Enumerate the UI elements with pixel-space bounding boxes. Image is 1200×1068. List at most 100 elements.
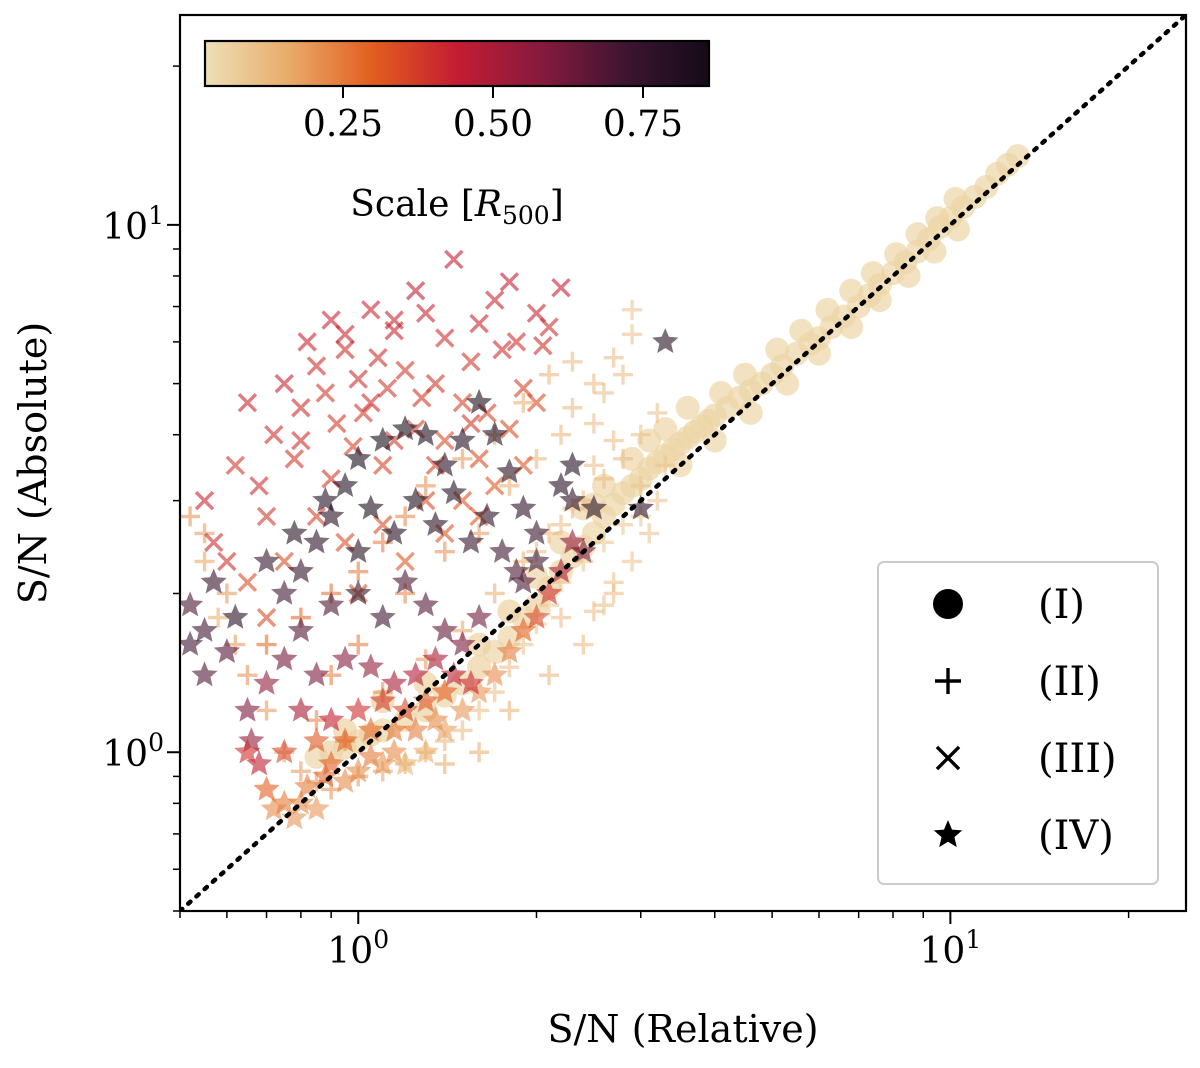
- data-point-star: [412, 591, 439, 617]
- data-point-x: [335, 324, 355, 345]
- data-point-star: [402, 716, 429, 742]
- data-point-circle: [815, 297, 840, 322]
- legend-marker-plus: [935, 668, 961, 694]
- data-point-plus: [513, 392, 534, 413]
- data-point-x: [225, 455, 246, 476]
- data-point-star: [253, 775, 280, 801]
- data-point-circle: [925, 206, 950, 231]
- data-point-star: [303, 661, 330, 687]
- data-point-circle: [807, 341, 832, 366]
- data-point-star: [234, 738, 261, 764]
- data-point-star: [496, 458, 523, 484]
- data-point-x: [551, 278, 571, 298]
- data-point-star: [287, 616, 314, 642]
- colorbar-tick-label: 0.75: [603, 104, 683, 145]
- data-point-plus: [551, 607, 572, 628]
- data-point-star: [253, 547, 280, 573]
- legend-label: (II): [1038, 659, 1101, 705]
- data-point-plus: [647, 402, 668, 423]
- data-point-star: [392, 696, 419, 722]
- data-point-plus: [469, 742, 490, 763]
- data-point-x: [484, 476, 505, 496]
- data-point-star: [222, 603, 249, 629]
- data-point-x: [368, 347, 388, 368]
- data-point-plus: [539, 364, 560, 385]
- data-point-plus: [613, 364, 634, 385]
- data-point-x: [461, 352, 481, 372]
- data-point-star: [523, 603, 550, 629]
- data-point-plus: [290, 761, 311, 782]
- data-point-star: [422, 706, 449, 732]
- data-point-star: [331, 472, 359, 497]
- data-point-x: [461, 413, 481, 434]
- data-point-star: [271, 645, 298, 671]
- data-point-plus: [434, 541, 455, 562]
- data-point-x: [492, 339, 512, 360]
- data-point-x: [306, 506, 327, 527]
- data-point-star: [312, 762, 339, 788]
- data-point-plus: [622, 551, 643, 572]
- data-point-star: [466, 603, 493, 629]
- data-point-star: [369, 687, 396, 713]
- data-point-circle: [922, 239, 947, 264]
- x-tick-label: 100: [327, 925, 389, 972]
- data-point-plus: [484, 682, 505, 703]
- data-point-circle: [884, 242, 909, 267]
- data-point-circle: [497, 599, 522, 624]
- data-point-circle: [709, 380, 734, 405]
- data-point-star: [412, 420, 439, 446]
- data-point-plus: [216, 583, 237, 604]
- data-point-star: [312, 486, 339, 512]
- data-point-star: [402, 486, 429, 512]
- data-point-plus: [593, 468, 614, 489]
- data-point-plus: [499, 657, 520, 678]
- data-point-plus: [562, 351, 583, 372]
- data-point-circle: [839, 315, 864, 340]
- data-point-star: [457, 528, 485, 554]
- data-point-circle: [905, 222, 930, 247]
- data-point-star: [318, 502, 345, 528]
- data-point-x: [435, 430, 455, 451]
- data-point-star: [431, 716, 458, 742]
- data-point-star: [287, 696, 314, 722]
- data-point-x: [353, 403, 374, 423]
- data-point-x: [499, 272, 520, 292]
- data-point-x: [335, 339, 355, 360]
- legend-box: [877, 561, 1159, 885]
- data-point-circle: [789, 318, 814, 343]
- data-point-x: [469, 313, 489, 334]
- legend-label: (III): [1038, 736, 1117, 782]
- plot-frame: [178, 13, 1188, 913]
- data-point-plus: [348, 634, 369, 655]
- data-point-x: [194, 490, 215, 511]
- data-point-star: [303, 795, 330, 821]
- data-point-plus: [256, 634, 277, 655]
- data-point-x: [506, 332, 527, 352]
- data-point-star: [369, 750, 396, 776]
- data-point-star: [260, 795, 287, 821]
- data-point-plus: [499, 700, 520, 721]
- colorbar-label: Scale [R500]: [350, 184, 563, 230]
- data-point-plus: [603, 347, 624, 368]
- series-2-plus: [180, 299, 676, 800]
- data-point-x: [435, 328, 455, 348]
- data-point-star: [200, 568, 227, 594]
- data-point-circle: [733, 362, 758, 387]
- data-point-plus: [469, 700, 490, 721]
- data-point-star: [281, 804, 308, 830]
- data-point-x: [499, 419, 520, 439]
- data-point-circle: [943, 186, 968, 211]
- legend-marker-circle: [933, 589, 963, 619]
- data-point-star: [422, 645, 449, 671]
- data-point-x: [526, 393, 547, 413]
- data-point-plus: [348, 561, 369, 582]
- data-point-star: [580, 494, 607, 520]
- series-3-x: [194, 249, 571, 628]
- data-point-plus: [603, 430, 624, 451]
- data-point-star: [457, 669, 485, 695]
- data-point-plus: [513, 634, 534, 655]
- data-point-x: [405, 281, 426, 301]
- data-point-x: [264, 425, 284, 445]
- data-point-star: [345, 537, 372, 563]
- colorbar-tick-label: 0.50: [453, 104, 533, 145]
